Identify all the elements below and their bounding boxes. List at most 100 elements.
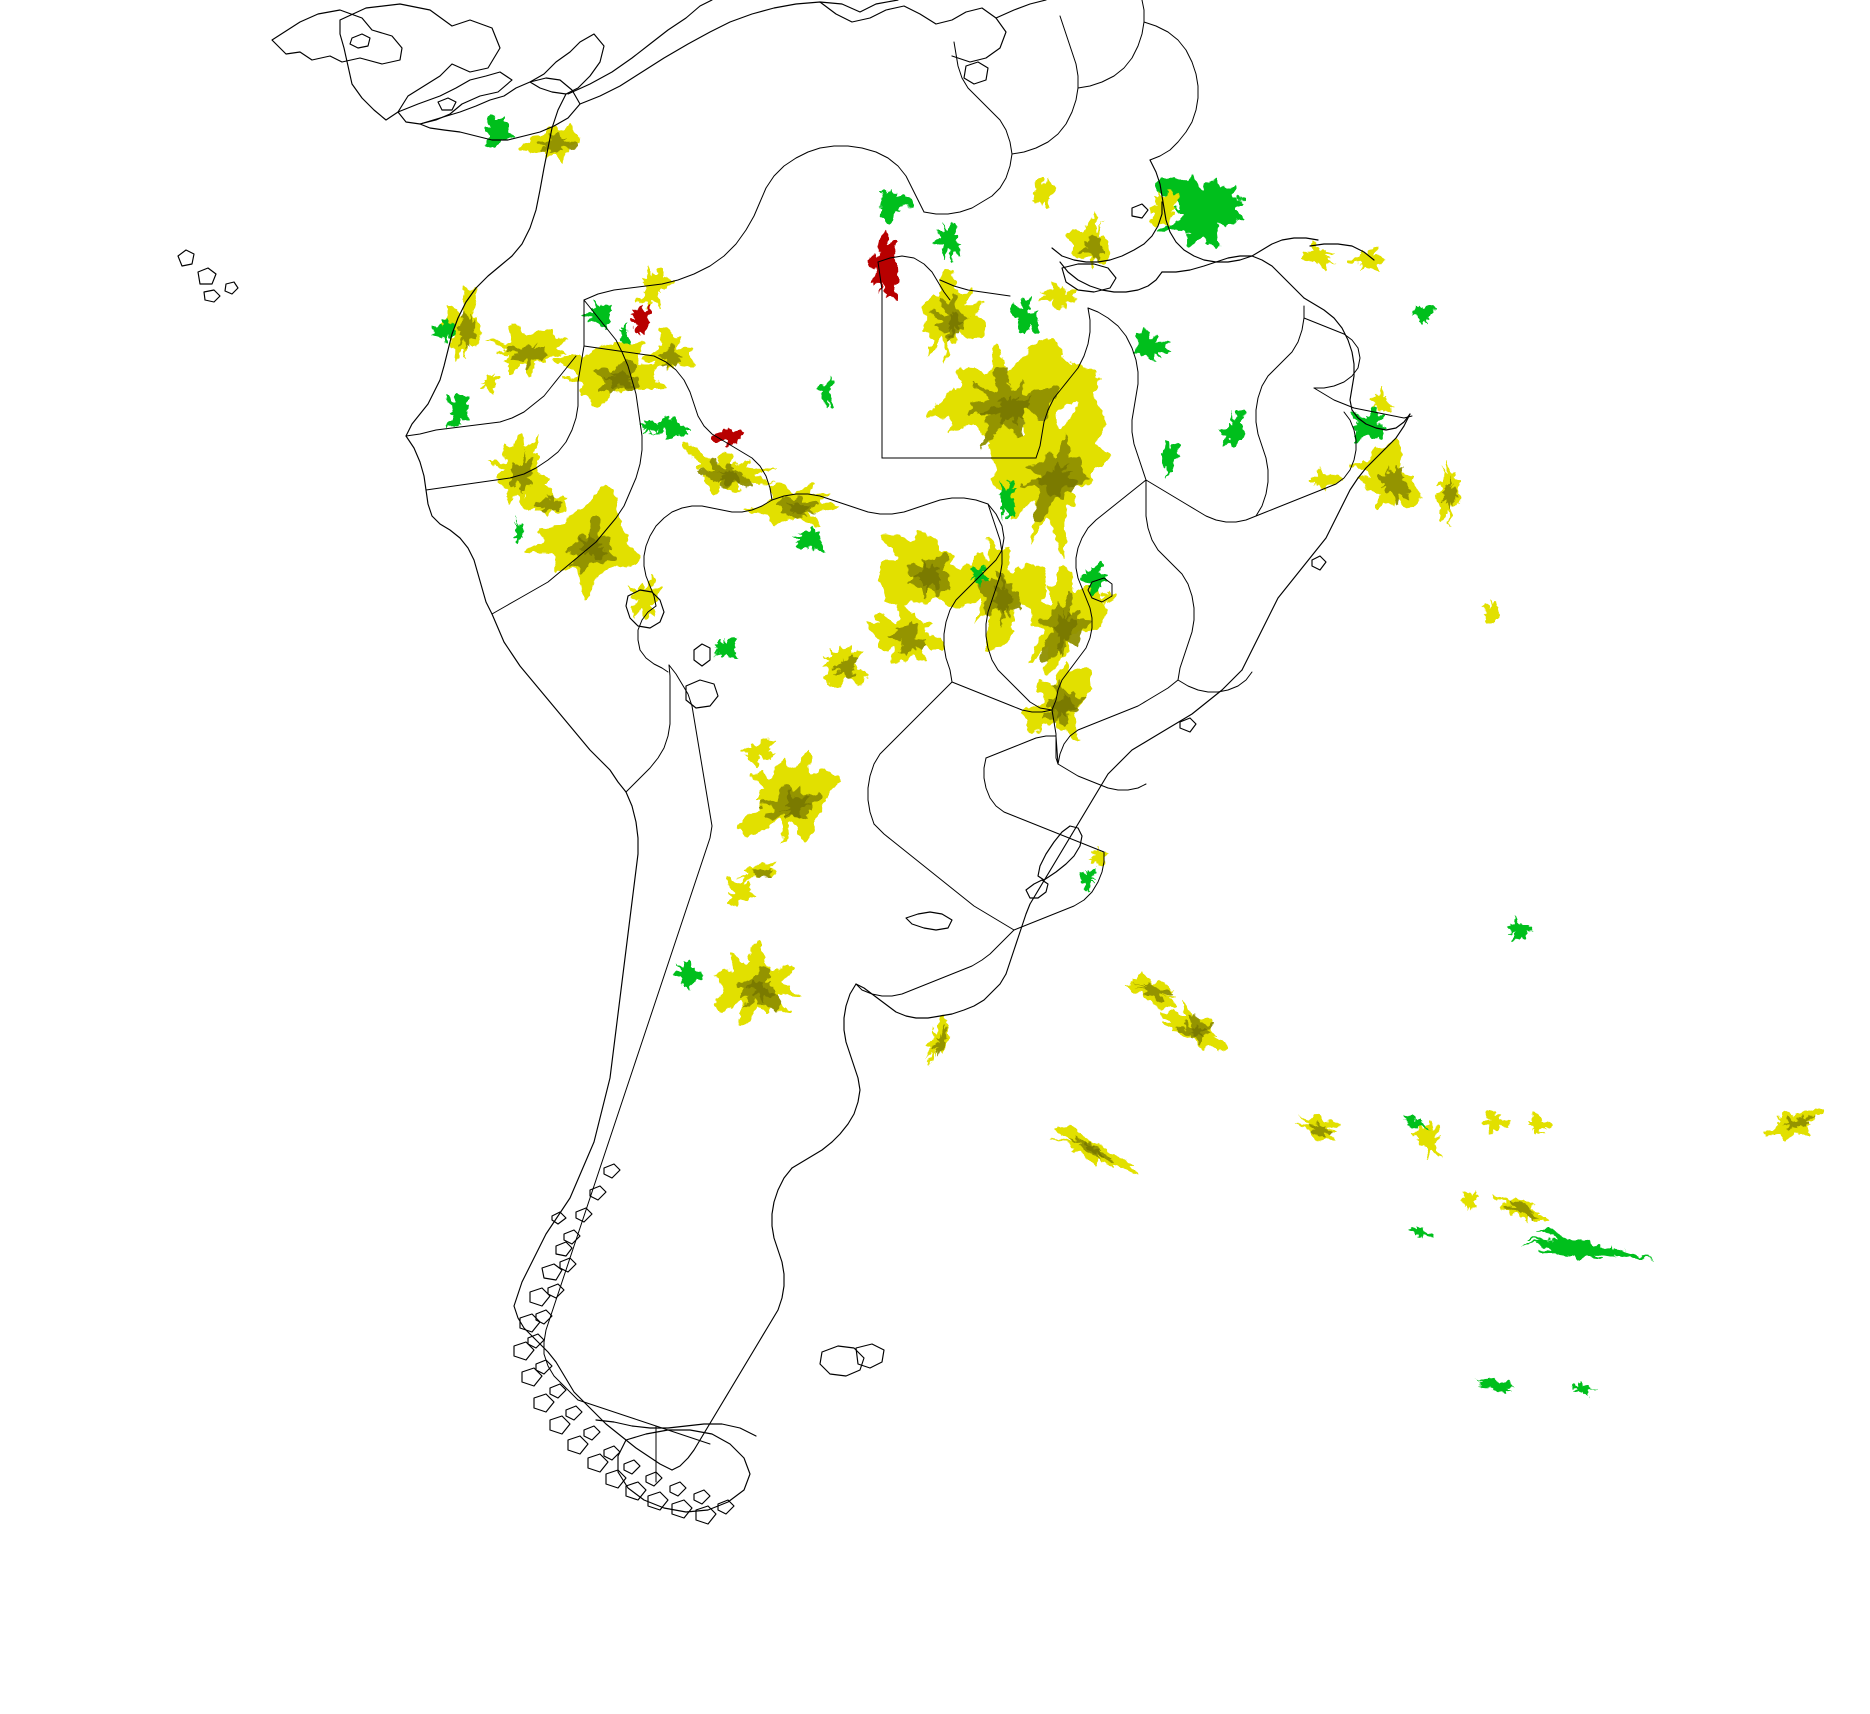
anomaly-blob-yellow xyxy=(1461,1191,1479,1212)
anomaly-blob-yellow xyxy=(737,861,777,880)
blob-core-b37 xyxy=(510,451,534,494)
blob-b11 xyxy=(1300,240,1335,271)
anomaly-blob-green xyxy=(1081,562,1111,593)
blob-core-deep-b47 xyxy=(1053,608,1078,655)
lake-titicaca xyxy=(626,590,664,628)
island-galapagos-2 xyxy=(198,268,216,284)
blob-b08 xyxy=(1038,280,1079,311)
state-border-ceara-rn xyxy=(1303,317,1361,389)
anomaly-blob-yellow xyxy=(1410,1120,1444,1160)
blob-b65 xyxy=(674,958,705,992)
border-guyana-suriname xyxy=(1011,15,1079,155)
anomaly-blob-green xyxy=(1400,1115,1431,1132)
anomaly-blob-yellow xyxy=(1022,660,1093,741)
blob-b85 xyxy=(1461,1191,1479,1212)
coastline-brazil-east-bulge xyxy=(1242,414,1410,670)
border-argentina-brazil xyxy=(873,823,1015,931)
blob-core-b68 xyxy=(1132,982,1174,1003)
blob-b32 xyxy=(639,419,663,436)
blob-b56 xyxy=(1369,387,1394,413)
anomaly-blob-green xyxy=(792,526,826,552)
border-peru-bolivia xyxy=(643,499,773,607)
blob-b81 xyxy=(1571,1380,1595,1397)
coastline-amazon-mouth-inner xyxy=(1060,262,1162,292)
anomaly-blob-yellow xyxy=(725,877,758,908)
anomaly-blob-yellow xyxy=(740,739,777,767)
blob-b76 xyxy=(1400,1115,1431,1132)
blob-b13 xyxy=(1010,294,1040,334)
anomaly-blob-green xyxy=(618,323,631,358)
anomaly-blob-yellow xyxy=(1162,1001,1229,1050)
blob-b04 xyxy=(1033,177,1054,209)
border-bolivia-chile xyxy=(668,664,711,815)
state-border-tocantins xyxy=(1087,307,1147,481)
border-peru-brazil xyxy=(583,345,773,501)
blob-core-b58 xyxy=(1441,476,1457,510)
blob-b40 xyxy=(512,512,526,547)
anomaly-blob-yellow xyxy=(1068,211,1109,269)
blob-core-deep-b27 xyxy=(945,312,966,337)
anomaly-blob-yellow xyxy=(1492,1192,1549,1224)
falkland-islands-east xyxy=(856,1344,884,1368)
blob-b53 xyxy=(1160,440,1180,479)
border-tierradelfuego xyxy=(577,1399,711,1445)
blob-b72 xyxy=(1506,917,1534,942)
anomaly-blob-yellow xyxy=(483,322,568,379)
island-marajo xyxy=(1062,264,1116,292)
district-federal xyxy=(1087,577,1113,603)
blob-b66 xyxy=(1079,868,1099,895)
border-venezuela-guyana xyxy=(923,41,1013,215)
coastline-peru xyxy=(492,614,626,792)
blob-b15 xyxy=(1412,305,1437,329)
blob-b23 xyxy=(480,373,501,395)
anomaly-blob-yellow xyxy=(682,442,777,495)
anomaly-blob-green xyxy=(648,418,692,440)
blob-core-deep-b64 xyxy=(746,981,775,1002)
blob-core-b79 xyxy=(1782,1116,1816,1131)
island-galapagos-3 xyxy=(204,290,220,302)
coastline-chile-central xyxy=(514,1030,616,1306)
blob-b80 xyxy=(1476,1377,1515,1395)
blob-b42 xyxy=(713,636,737,658)
coastline-brazil-amapa xyxy=(1150,160,1318,262)
border-paraguay-argentina xyxy=(867,681,953,825)
anomaly-blob-green xyxy=(1506,917,1534,942)
island-tierra-del-fuego xyxy=(618,1430,750,1512)
blob-core-b82 xyxy=(1505,1200,1540,1219)
coastline-colombia-venezuela xyxy=(580,0,898,104)
anomaly-blob-yellow xyxy=(1038,280,1079,311)
blob-b07 xyxy=(1068,211,1109,269)
blob-core-deep-b69 xyxy=(1188,1023,1207,1038)
anomaly-blob-yellow xyxy=(627,575,662,620)
coastline-ecuador xyxy=(406,436,492,614)
anomaly-blob-yellow xyxy=(1123,971,1178,1011)
anomaly-blob-yellow xyxy=(1293,1113,1341,1142)
anomaly-blob-green xyxy=(580,299,613,330)
lagoon-merin xyxy=(1026,880,1048,898)
coastline-notch-2 xyxy=(1180,718,1196,732)
blob-core-b70 xyxy=(932,1027,949,1056)
salar-uyuni xyxy=(686,680,718,708)
anomaly-blob-yellow xyxy=(1765,1107,1825,1140)
coastline-chile-patagonia xyxy=(514,1306,672,1470)
anomaly-blob-red xyxy=(710,428,742,446)
small-island-2 xyxy=(438,98,456,110)
anomaly-blob-green xyxy=(1476,1377,1515,1395)
anomaly-blob-yellow xyxy=(1482,598,1500,627)
anomaly-blob-yellow xyxy=(642,325,695,374)
anomaly-blob-yellow xyxy=(524,486,641,600)
blob-core-deep-b48 xyxy=(1051,694,1075,719)
coastline-brazil-south xyxy=(1006,834,1072,974)
border-bolivia-paraguay xyxy=(943,503,1005,683)
blob-core-deep-b29 xyxy=(1037,461,1078,499)
island-caribbean-small xyxy=(1132,204,1148,218)
anomaly-blob-green xyxy=(713,636,737,658)
anomaly-blob-yellow xyxy=(1369,387,1394,413)
strait-of-magellan xyxy=(596,1420,756,1436)
anomaly-blob-red xyxy=(868,229,899,302)
anomaly-blob-yellow xyxy=(637,263,673,310)
blob-b33 xyxy=(710,428,742,446)
border-colombia-brazil-venezuela xyxy=(583,145,925,301)
blob-b20 xyxy=(441,286,482,362)
